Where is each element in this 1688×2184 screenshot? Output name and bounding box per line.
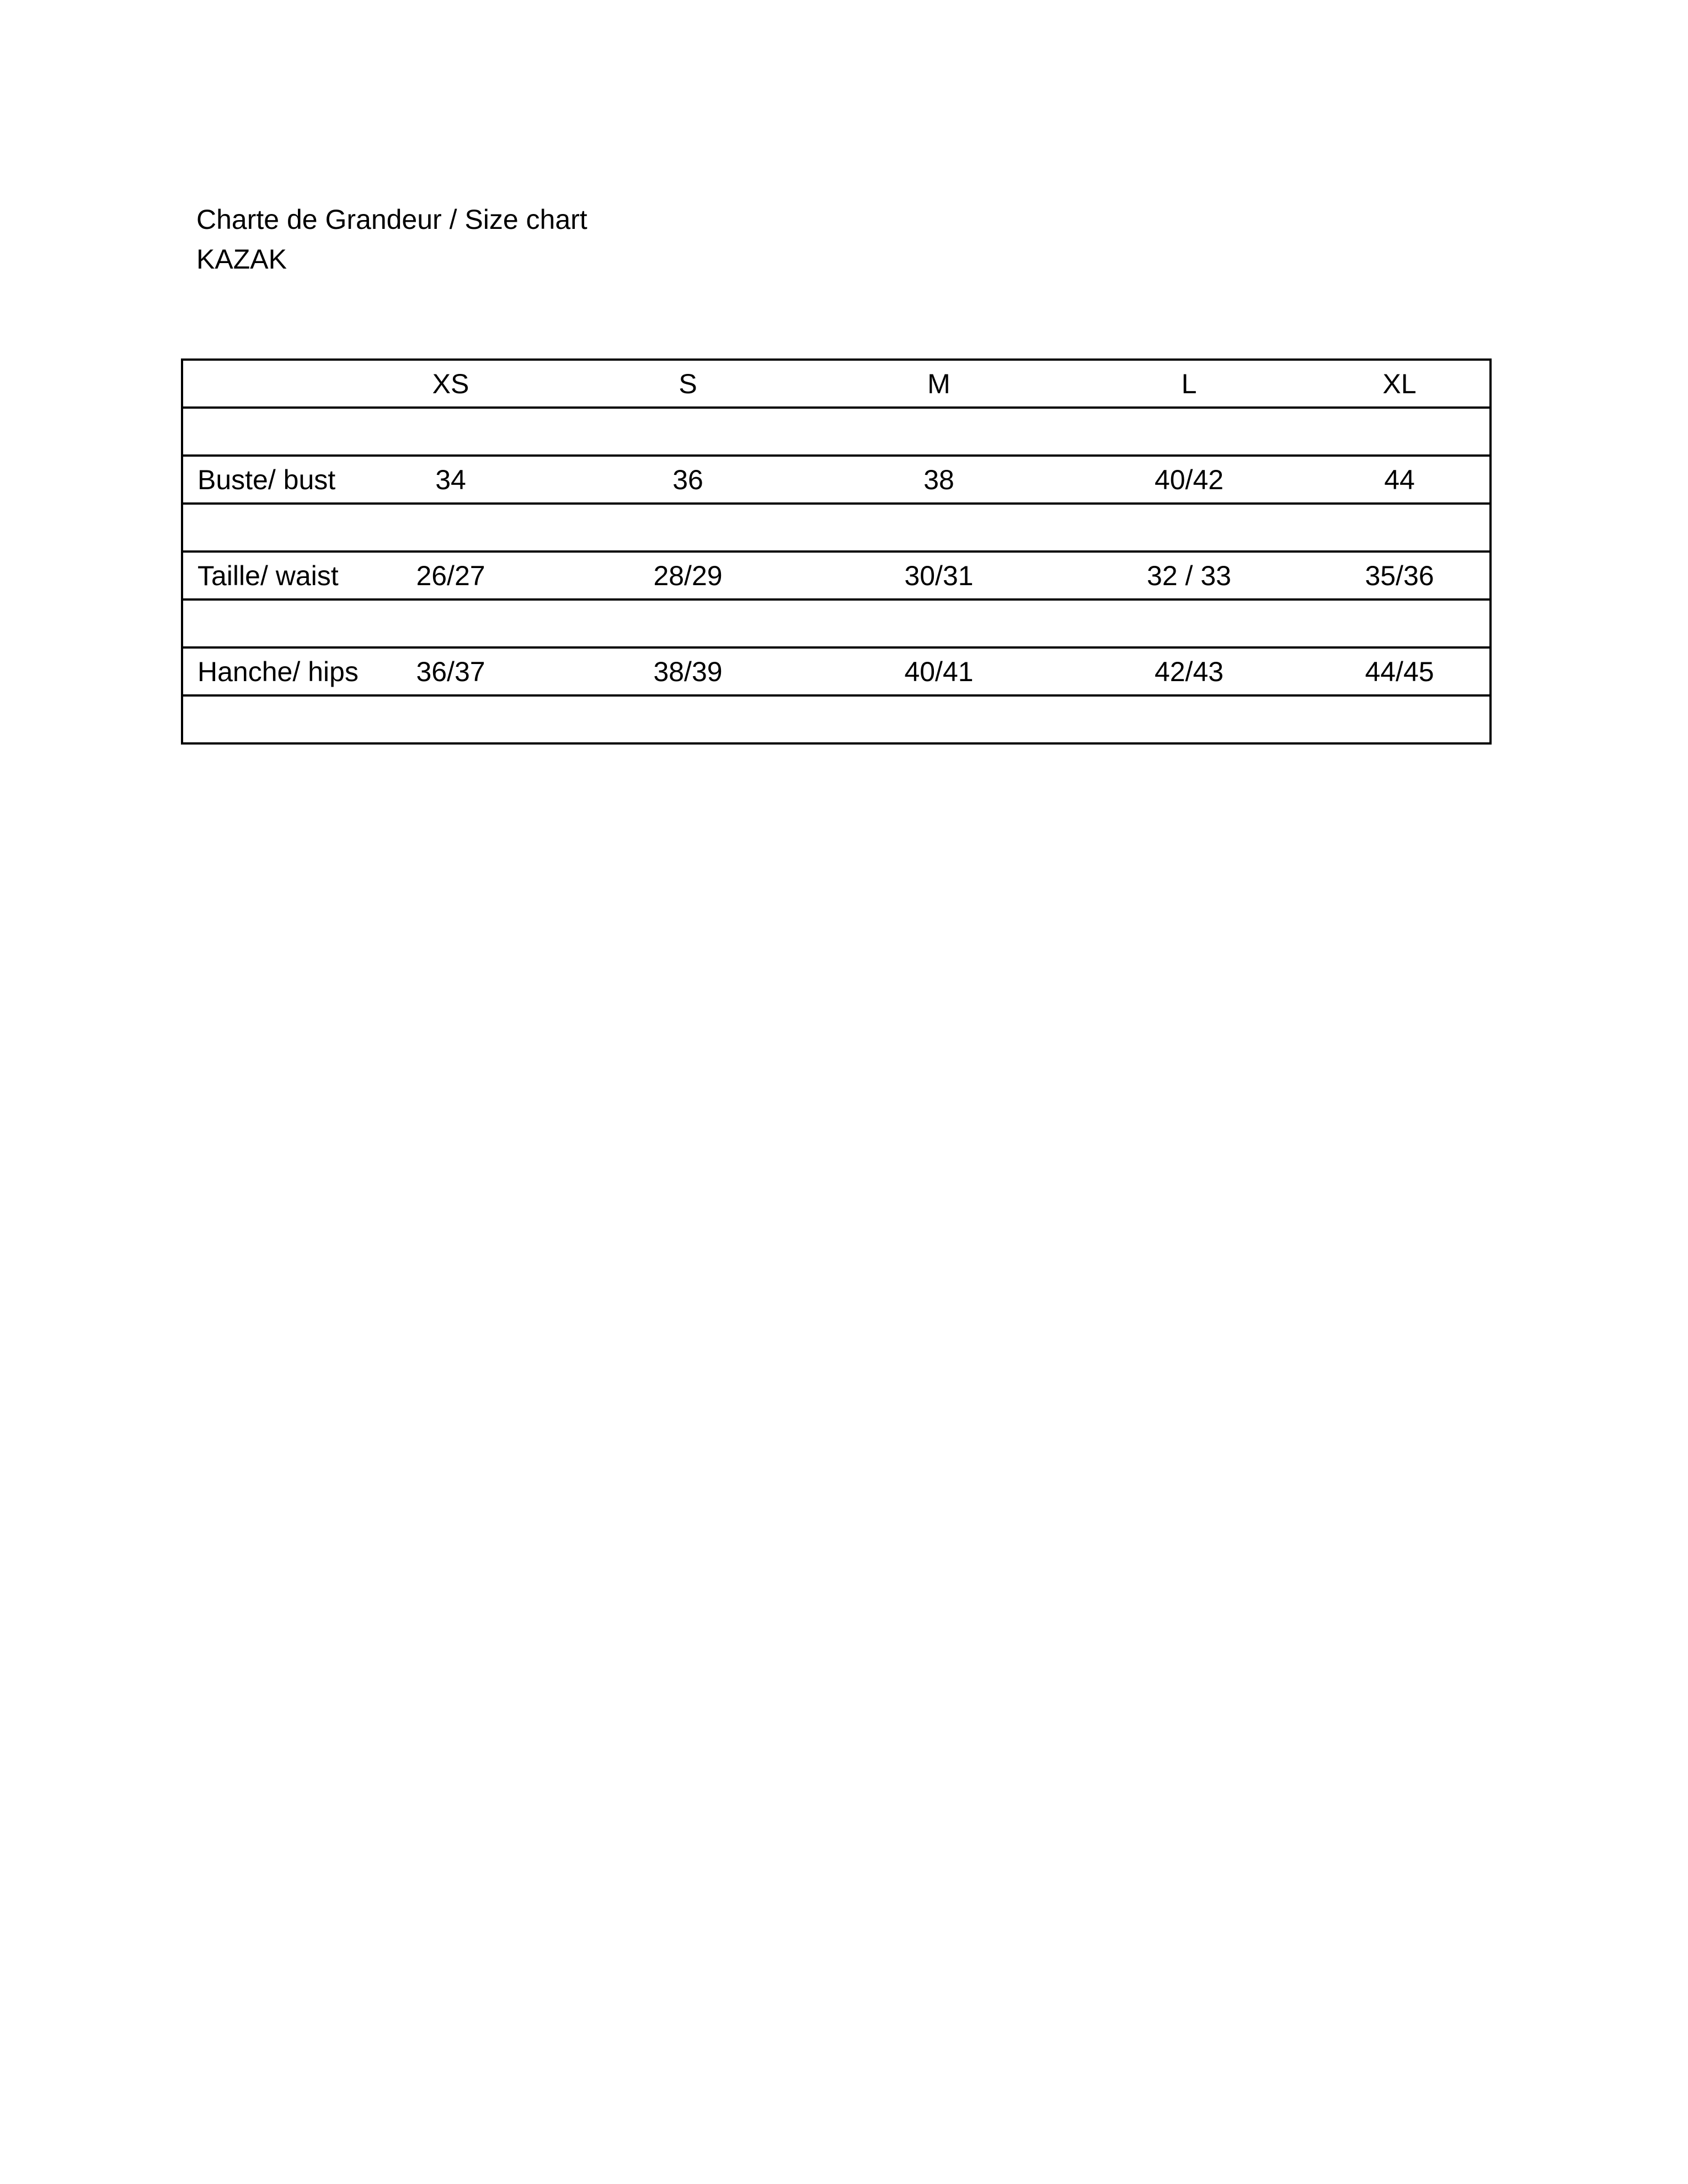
table-cell: 40/41 [809, 646, 1069, 697]
table-cell [335, 406, 567, 457]
header-cell-xl: XL [1310, 358, 1492, 409]
spacer-row [181, 502, 1492, 553]
row-label [181, 406, 335, 457]
table-cell: 30/31 [809, 550, 1069, 601]
table-cell [1069, 406, 1310, 457]
spacer-row [181, 406, 1492, 457]
row-label: Taille/ waist [181, 550, 339, 601]
table-cell: 44 [1310, 454, 1492, 505]
table-cell [567, 502, 809, 553]
table-cell [335, 694, 567, 745]
table-row: Hanche/ hips 36/37 38/39 40/41 42/43 44/45 [181, 646, 1492, 697]
table-cell [335, 502, 567, 553]
table-cell [1069, 502, 1310, 553]
table-cell: 36/37 [335, 646, 567, 697]
table-cell: 40/42 [1069, 454, 1310, 505]
row-label [181, 694, 335, 745]
table-cell [809, 598, 1069, 649]
table-cell [809, 406, 1069, 457]
table-cell: 32 / 33 [1069, 550, 1310, 601]
table-cell: 28/29 [567, 550, 809, 601]
table-cell [567, 406, 809, 457]
table-cell: 38/39 [567, 646, 809, 697]
header-cell-s: S [567, 358, 809, 409]
spacer-row [181, 694, 1492, 745]
table-cell [1310, 598, 1492, 649]
row-label: Hanche/ hips [181, 646, 359, 697]
table-cell: 42/43 [1069, 646, 1310, 697]
table-cell: 44/45 [1310, 646, 1492, 697]
table-cell: 26/27 [335, 550, 567, 601]
table-cell: 35/36 [1310, 550, 1492, 601]
row-label: Buste/ bust [181, 454, 335, 505]
table-cell [1310, 502, 1492, 553]
row-label [181, 502, 335, 553]
table-cell: 36 [567, 454, 809, 505]
spacer-row [181, 598, 1492, 649]
table-cell [1310, 406, 1492, 457]
size-chart-table: XS S M L XL Buste/ bust 34 36 38 40/42 44 Tail… [181, 358, 1492, 745]
header-row: XS S M L XL [181, 358, 1492, 409]
row-label [181, 598, 335, 649]
table-cell [809, 694, 1069, 745]
table-row: Buste/ bust 34 36 38 40/42 44 [181, 454, 1492, 505]
table-cell: 34 [335, 454, 567, 505]
table-cell [335, 598, 567, 649]
table-cell: 38 [809, 454, 1069, 505]
header-cell [181, 358, 335, 409]
header-cell-xs: XS [335, 358, 567, 409]
brand-name: KAZAK [196, 244, 287, 275]
document-heading: Charte de Grandeur / Size chart KAZAK [196, 200, 587, 279]
table-row: Taille/ waist 26/27 28/29 30/31 32 / 33 35/36 [181, 550, 1492, 601]
table-cell [567, 694, 809, 745]
table-cell [809, 502, 1069, 553]
document-title: Charte de Grandeur / Size chart [196, 204, 587, 235]
header-cell-l: L [1069, 358, 1310, 409]
table-cell [567, 598, 809, 649]
table-cell [1310, 694, 1492, 745]
header-cell-m: M [809, 358, 1069, 409]
table-cell [1069, 694, 1310, 745]
table-cell [1069, 598, 1310, 649]
